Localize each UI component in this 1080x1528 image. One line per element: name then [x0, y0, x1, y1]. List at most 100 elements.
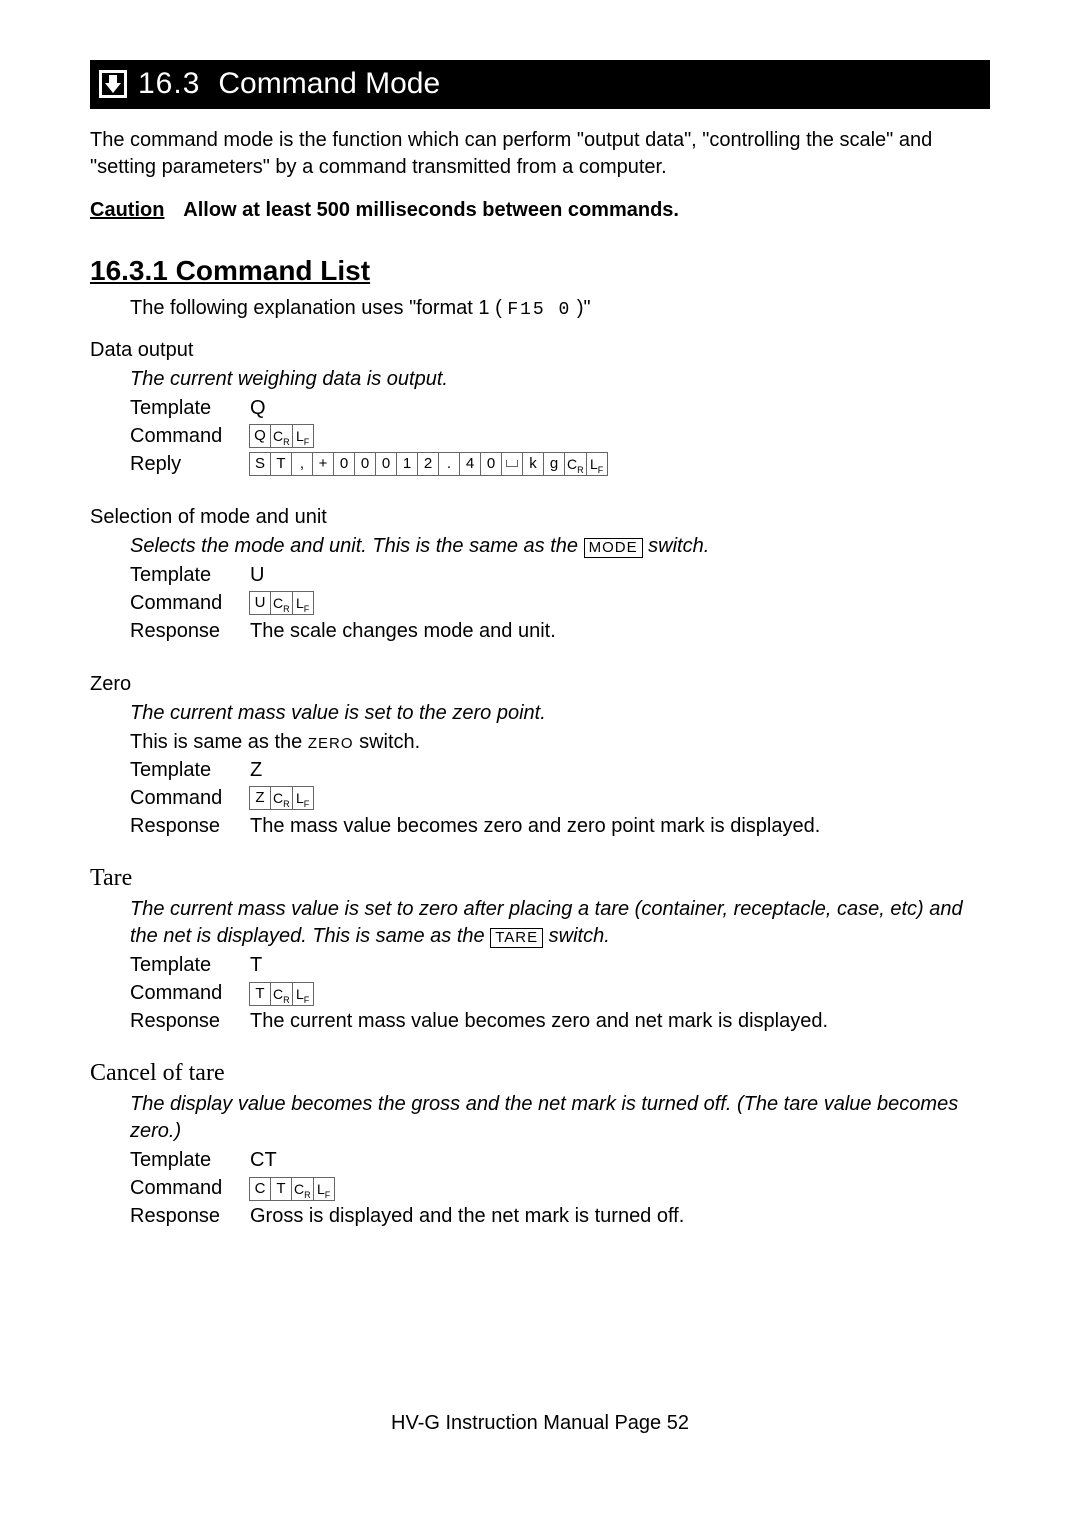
- char-box: CR: [270, 591, 293, 615]
- selection-template-row: Template U: [130, 562, 990, 589]
- row-label: Command: [130, 1175, 250, 1202]
- desc-pre: Selects the mode and unit. This is the s…: [130, 535, 584, 557]
- row-value: Gross is displayed and the net mark is t…: [250, 1203, 990, 1230]
- row-value: TCRLF: [250, 980, 990, 1007]
- char-box: LF: [292, 591, 314, 615]
- char-box: CR: [291, 1177, 314, 1201]
- char-box: LF: [586, 452, 608, 476]
- char-box: +: [312, 452, 334, 476]
- data-output-template-row: Template Q: [130, 395, 990, 422]
- down-arrow-icon: [94, 65, 132, 103]
- row-value: T: [250, 952, 990, 979]
- row-label: Template: [130, 562, 250, 589]
- row-value: The scale changes mode and unit.: [250, 618, 990, 645]
- group-heading-data-output: Data output: [90, 337, 990, 364]
- row-value: Q: [250, 395, 990, 422]
- char-box: T: [270, 1177, 292, 1201]
- char-box: 0: [333, 452, 355, 476]
- char-box: ,: [291, 452, 313, 476]
- zero-command-row: Command ZCRLF: [130, 785, 990, 812]
- char-box: Q: [249, 424, 271, 448]
- char-box: CR: [564, 452, 587, 476]
- cancel-response-row: Response Gross is displayed and the net …: [130, 1203, 990, 1230]
- row-value: CTCRLF: [250, 1175, 990, 1202]
- tare-template-row: Template T: [130, 952, 990, 979]
- cancel-desc: The display value becomes the gross and …: [130, 1091, 990, 1145]
- section-title: Command Mode: [218, 64, 440, 105]
- char-box: 4: [459, 452, 481, 476]
- row-label: Response: [130, 813, 250, 840]
- selection-response-row: Response The scale changes mode and unit…: [130, 618, 990, 645]
- row-value: The current mass value becomes zero and …: [250, 1008, 990, 1035]
- data-output-reply-row: Reply ST,+00012.40kgCRLF: [130, 451, 990, 478]
- char-box: C: [249, 1177, 271, 1201]
- row-label: Template: [130, 757, 250, 784]
- row-label: Response: [130, 618, 250, 645]
- char-box: [501, 452, 523, 476]
- format-post: )": [577, 297, 591, 319]
- char-box: CR: [270, 982, 293, 1006]
- data-output-desc: The current weighing data is output.: [130, 366, 990, 393]
- char-box: 0: [375, 452, 397, 476]
- char-box: T: [270, 452, 292, 476]
- row-value: Z: [250, 757, 990, 784]
- row-label: Response: [130, 1203, 250, 1230]
- char-box: U: [249, 591, 271, 615]
- group-heading-cancel: Cancel of tare: [90, 1057, 990, 1089]
- char-box: LF: [292, 982, 314, 1006]
- row-label: Command: [130, 423, 250, 450]
- caution-line: Caution Allow at least 500 milliseconds …: [90, 197, 990, 224]
- desc-post: switch.: [643, 535, 710, 557]
- char-box: Z: [249, 786, 271, 810]
- row-value: ZCRLF: [250, 785, 990, 812]
- caution-label: Caution: [90, 199, 164, 221]
- cancel-command-row: Command CTCRLF: [130, 1175, 990, 1202]
- row-label: Command: [130, 980, 250, 1007]
- char-box: 1: [396, 452, 418, 476]
- zero-desc2: This is same as the ZERO switch.: [130, 729, 990, 756]
- cancel-template-row: Template CT: [130, 1147, 990, 1174]
- row-label: Response: [130, 1008, 250, 1035]
- desc-post: switch.: [543, 925, 610, 947]
- row-value: The mass value becomes zero and zero poi…: [250, 813, 990, 840]
- mode-switch-box: MODE: [584, 538, 643, 558]
- tare-response-row: Response The current mass value becomes …: [130, 1008, 990, 1035]
- selection-desc: Selects the mode and unit. This is the s…: [130, 533, 990, 560]
- zero-response-row: Response The mass value becomes zero and…: [130, 813, 990, 840]
- page-footer: HV-G Instruction Manual Page 52: [90, 1410, 990, 1437]
- char-box: g: [543, 452, 565, 476]
- zero-template-row: Template Z: [130, 757, 990, 784]
- data-output-command-row: Command QCRLF: [130, 423, 990, 450]
- char-box: LF: [292, 424, 314, 448]
- char-box: 0: [480, 452, 502, 476]
- tare-command-row: Command TCRLF: [130, 980, 990, 1007]
- format-line: The following explanation uses "format 1…: [130, 295, 990, 322]
- row-label: Command: [130, 785, 250, 812]
- row-value: UCRLF: [250, 590, 990, 617]
- section-number: 16.3: [138, 64, 200, 105]
- char-box: LF: [292, 786, 314, 810]
- char-box: 2: [417, 452, 439, 476]
- zero-desc: The current mass value is set to the zer…: [130, 700, 990, 727]
- char-box: T: [249, 982, 271, 1006]
- row-value: QCRLF: [250, 423, 990, 450]
- selection-command-row: Command UCRLF: [130, 590, 990, 617]
- desc-pre: This is same as the: [130, 731, 308, 753]
- desc-post: switch.: [354, 731, 421, 753]
- intro-paragraph: The command mode is the function which c…: [90, 127, 990, 181]
- section-banner: 16.3 Command Mode: [90, 60, 990, 109]
- group-heading-tare: Tare: [90, 862, 990, 894]
- row-value: U: [250, 562, 990, 589]
- caution-text: Allow at least 500 milliseconds between …: [183, 199, 679, 221]
- subsection-heading: 16.3.1 Command List: [90, 252, 990, 290]
- tare-switch-box: TARE: [490, 928, 543, 948]
- char-box: S: [249, 452, 271, 476]
- row-label: Template: [130, 395, 250, 422]
- row-value: CT: [250, 1147, 990, 1174]
- char-box: CR: [270, 424, 293, 448]
- tare-desc: The current mass value is set to zero af…: [130, 896, 990, 950]
- zero-switch: ZERO: [308, 735, 354, 752]
- row-label: Command: [130, 590, 250, 617]
- char-box: LF: [313, 1177, 335, 1201]
- group-heading-zero: Zero: [90, 671, 990, 698]
